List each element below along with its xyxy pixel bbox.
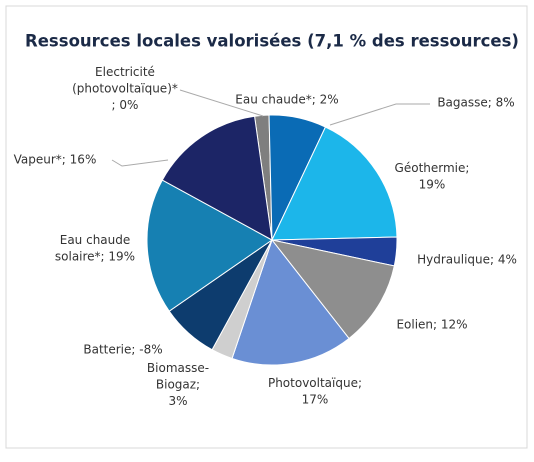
- pie-slice: [270, 239, 395, 340]
- data-label: Photovoltaïque; 17%: [268, 376, 362, 407]
- data-label: Electricité (photovoltaïque)*; 0%: [72, 65, 178, 112]
- data-label: Eau chaude solaire*; 19%: [55, 233, 135, 264]
- data-label: Géothermie; 19%: [395, 161, 470, 192]
- leader-line: [329, 103, 430, 126]
- data-label: Eau chaude*; 2%: [235, 93, 338, 107]
- pie-slice: [271, 126, 398, 241]
- data-label: Eolien; 12%: [396, 318, 467, 332]
- frame: [5, 5, 528, 449]
- data-label: Bagasse; 8%: [437, 96, 514, 110]
- leader-line: [111, 159, 169, 167]
- pie-slice: [146, 179, 273, 312]
- data-label: Hydraulique; 4%: [417, 253, 517, 267]
- data-label: Batterie; -8%: [83, 343, 162, 357]
- leader-line: [179, 89, 264, 117]
- pie-slice: [161, 115, 273, 241]
- data-label: Biomasse-Biogaz; 3%: [147, 361, 209, 408]
- data-label: Vapeur*; 16%: [14, 153, 97, 167]
- pie-slice: [231, 238, 350, 366]
- chart-title: Ressources locales valorisées (7,1 % des…: [25, 32, 519, 51]
